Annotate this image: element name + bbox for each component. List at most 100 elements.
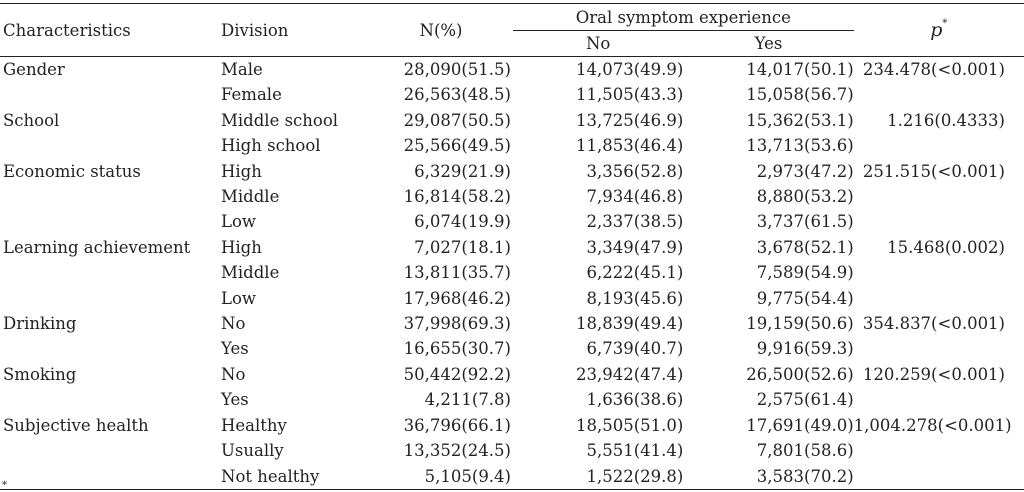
cell-no: 6,739(40.7) — [586, 339, 684, 359]
cell-yes: 3,737(61.5) — [756, 212, 854, 232]
table-row: High school 25,566(49.5) 11,853(46.4) 13,71… — [0, 133, 1024, 158]
cell-division: No — [221, 364, 246, 384]
cell-division: Healthy — [221, 415, 287, 435]
cell-division: Middle school — [221, 110, 339, 130]
cell-division: Yes — [221, 390, 249, 410]
cell-p-value — [854, 184, 1024, 209]
header-p-label: p — [930, 19, 943, 41]
cell-yes: 2,973(47.2) — [756, 161, 854, 181]
cell-yes: 3,678(52.1) — [756, 237, 854, 257]
cell-n-percent: 25,566(49.5) — [403, 136, 511, 156]
cell-no: 11,853(46.4) — [575, 136, 684, 156]
cell-characteristic — [0, 82, 221, 107]
table-row: Learning achievement High 7,027(18.1) 3,349… — [0, 235, 1024, 260]
header-p-marker: * — [942, 17, 948, 29]
header-n-percent: N(%) — [371, 3, 513, 57]
cell-n-percent: 50,442(92.2) — [403, 364, 511, 384]
cell-n-percent: 4,211(7.8) — [424, 390, 511, 410]
table-row: Low 6,074(19.9) 2,337(38.5) 3,737(61.5) — [0, 209, 1024, 234]
cell-n-percent: 36,796(66.1) — [403, 415, 511, 435]
header-division: Division — [221, 3, 371, 57]
table-row: Drinking No 37,998(69.3) 18,839(49.4) 19,159… — [0, 311, 1024, 336]
cell-characteristic — [0, 184, 221, 209]
cell-n-percent: 16,655(30.7) — [403, 339, 511, 359]
footnote-marker: * — [2, 480, 7, 491]
cell-n-percent: 37,998(69.3) — [403, 314, 511, 334]
table-row: Female 26,563(48.5) 11,505(43.3) 15,058(56.… — [0, 82, 1024, 107]
table-row: Smoking No 50,442(92.2) 23,942(47.4) 26,500(… — [0, 362, 1024, 387]
cell-characteristic: Economic status — [3, 161, 141, 181]
cell-characteristic — [0, 463, 221, 490]
cell-yes: 3,583(70.2) — [683, 463, 854, 490]
cell-division: Not healthy — [221, 463, 371, 490]
cell-n-percent: 6,329(21.9) — [414, 161, 511, 181]
cell-yes: 14,017(50.1) — [746, 60, 854, 79]
header-no: No — [513, 30, 684, 57]
cell-n-percent: 28,090(51.5) — [403, 60, 511, 79]
cell-no: 18,505(51.0) — [575, 415, 684, 435]
cell-division: High — [221, 237, 262, 257]
cell-p-value — [854, 133, 1024, 158]
cell-no: 3,349(47.9) — [586, 237, 684, 257]
cell-characteristic: Subjective health — [3, 415, 149, 435]
cell-division: Middle — [221, 263, 280, 283]
table-row: Not healthy 5,105(9.4) 1,522(29.8) 3,583(70… — [0, 463, 1024, 490]
table-row: Yes 4,211(7.8) 1,636(38.6) 2,575(61.4) — [0, 387, 1024, 412]
table-row: Yes 16,655(30.7) 6,739(40.7) 9,916(59.3) — [0, 336, 1024, 361]
cell-yes: 19,159(50.6) — [746, 314, 854, 334]
header-oral-symptom-experience: Oral symptom experience — [513, 3, 854, 31]
cell-no: 11,505(43.3) — [575, 85, 684, 105]
cell-p-value — [854, 286, 1024, 311]
cell-p-value: 234.478(<0.001) — [862, 60, 1005, 79]
cell-division: No — [221, 314, 246, 334]
cell-yes: 7,801(58.6) — [756, 441, 854, 461]
cell-p-value — [854, 336, 1024, 361]
cell-n-percent: 17,968(46.2) — [403, 288, 511, 308]
table-row: School Middle school 29,087(50.5) 13,725(46… — [0, 108, 1024, 133]
cell-division: Middle — [221, 187, 280, 207]
cell-division: Yes — [221, 339, 249, 359]
cell-p-value — [853, 463, 1024, 490]
cell-yes: 15,058(56.7) — [746, 85, 854, 105]
cell-no: 23,942(47.4) — [575, 364, 684, 384]
cell-characteristic: Smoking — [3, 364, 77, 384]
cell-p-value: 1.216(0.4333) — [887, 110, 1005, 130]
cell-n-percent: 13,811(35.7) — [403, 263, 511, 283]
cell-p-value — [854, 82, 1024, 107]
cell-yes: 2,575(61.4) — [756, 390, 854, 410]
cell-division: High — [221, 161, 262, 181]
cell-no: 13,725(46.9) — [575, 110, 684, 130]
cell-n-percent: 6,074(19.9) — [414, 212, 511, 232]
cell-characteristic: Gender — [3, 60, 65, 79]
header-row-top: Characteristics Division N(%) Oral sympt… — [0, 3, 1024, 57]
cell-characteristic: School — [3, 110, 60, 130]
cell-division: Female — [221, 85, 282, 105]
cell-p-value — [854, 260, 1024, 285]
header-row-bottom: No Yes — [0, 30, 1024, 57]
cell-yes: 8,880(53.2) — [756, 187, 854, 207]
cell-no: 8,193(45.6) — [586, 288, 684, 308]
header-yes: Yes — [683, 30, 854, 57]
cell-no: 7,934(46.8) — [586, 187, 684, 207]
table-body: Gender Male 28,090(51.5) 14,073(49.9) 14,017… — [0, 57, 1024, 490]
table-row: Middle 16,814(58.2) 7,934(46.8) 8,880(53.2) — [0, 184, 1024, 209]
cell-n-percent: 16,814(58.2) — [403, 187, 511, 207]
cell-no: 3,356(52.8) — [586, 161, 684, 181]
cell-yes: 9,775(54.4) — [756, 288, 854, 308]
table-row: Middle 13,811(35.7) 6,222(45.1) 7,589(54.9) — [0, 260, 1024, 285]
table-row: Usually 13,352(24.5) 5,551(41.4) 7,801(58.6… — [0, 438, 1024, 463]
header-characteristics: Characteristics — [0, 3, 221, 57]
table-row: Gender Male 28,090(51.5) 14,073(49.9) 14,017… — [0, 57, 1024, 83]
cell-yes: 13,713(53.6) — [746, 136, 854, 156]
cell-no: 14,073(49.9) — [575, 60, 684, 79]
table-row: Low 17,968(46.2) 8,193(45.6) 9,775(54.4) — [0, 286, 1024, 311]
cell-n-percent: 7,027(18.1) — [414, 237, 511, 257]
table-row: Subjective health Healthy 36,796(66.1) 18,5… — [0, 413, 1024, 438]
cell-characteristic: Learning achievement — [3, 237, 191, 257]
cell-p-value: 1,004.278(<0.001) — [853, 415, 1012, 435]
cell-characteristic — [0, 286, 221, 311]
cell-n-percent: 26,563(48.5) — [403, 85, 511, 105]
cell-p-value: 15.468(0.002) — [887, 237, 1005, 257]
cell-no: 1,636(38.6) — [586, 390, 684, 410]
cell-p-value — [854, 438, 1024, 463]
